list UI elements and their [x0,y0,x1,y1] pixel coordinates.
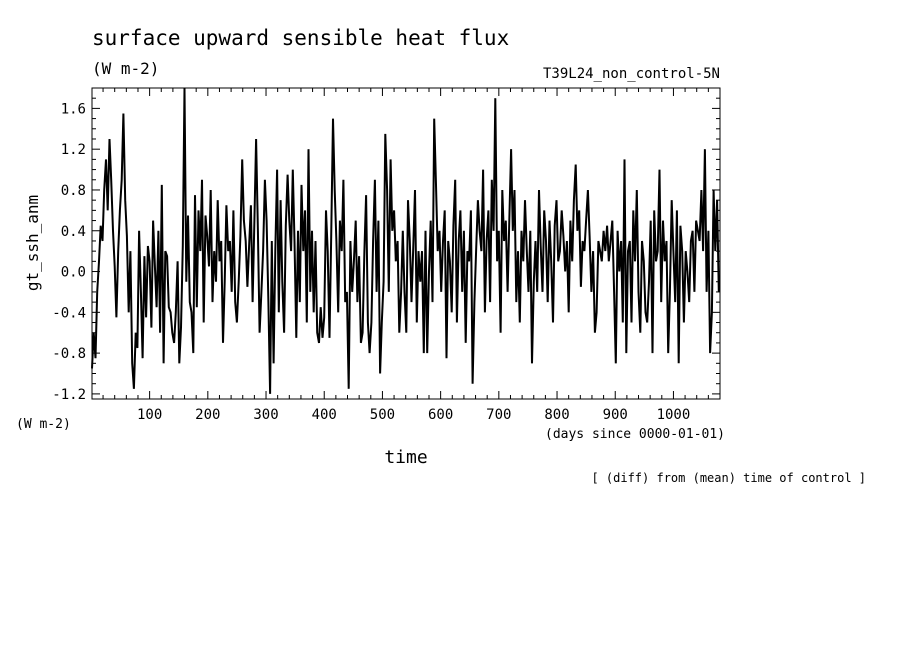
plot-area: -1.2 -0.8 -0.4 0.0 0.4 0.8 1.2 1.6 100 200 300 400… [52,87,721,423]
y-tick-label: 1.6 [61,101,86,117]
y-units-note: (W m-2) [16,417,71,432]
x-tick-label: 300 [253,407,278,423]
x-tick-label: 700 [486,407,511,423]
x-tick-label: 900 [603,407,628,423]
y-tick-label: -0.4 [52,305,86,321]
x-tick-label: 1000 [657,407,691,423]
x-units-note: (days since 0000-01-01) [545,427,725,442]
x-tick-labels: 100 200 300 400 500 600 700 800 900 1000 [137,407,690,423]
y-axis-label: gt_ssh_anm [23,195,42,291]
x-tick-label: 100 [137,407,162,423]
footnote: [ (diff) from (mean) time of control ] [591,471,866,485]
y-tick-label: 0.4 [61,224,86,240]
x-axis-label: time [384,447,427,468]
series-line [91,87,720,394]
y-tick-label: -1.2 [52,387,86,403]
chart-units: (W m-2) [92,59,159,78]
axis-ticks [92,87,721,399]
chart-title: surface upward sensible heat flux [92,26,509,50]
x-tick-label: 800 [544,407,569,423]
y-tick-label: -0.8 [52,346,86,362]
run-label: T39L24_non_control-5N [543,66,720,82]
y-tick-label: 0.8 [61,183,86,199]
y-tick-labels: -1.2 -0.8 -0.4 0.0 0.4 0.8 1.2 1.6 [52,101,86,403]
y-tick-label: 0.0 [61,265,86,281]
x-tick-label: 500 [370,407,395,423]
y-tick-label: 1.2 [61,142,86,158]
x-tick-label: 200 [195,407,220,423]
x-tick-label: 400 [312,407,337,423]
x-tick-label: 600 [428,407,453,423]
